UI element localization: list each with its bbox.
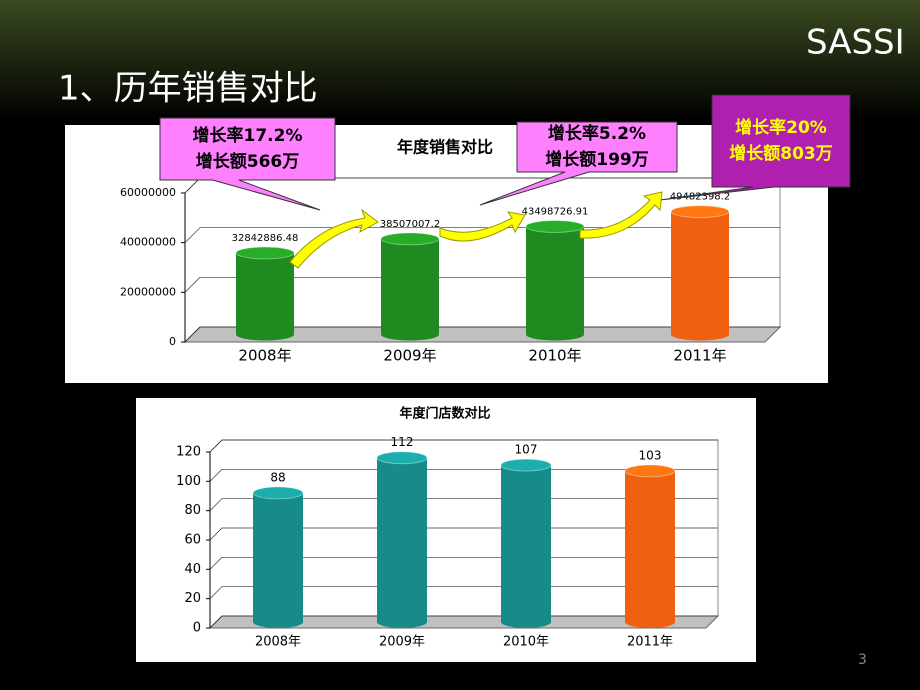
x-tick-label: 2009年: [383, 347, 436, 365]
value-label: 112: [391, 435, 414, 449]
x-tick-label: 2011年: [673, 347, 726, 365]
callout-text: 增长率5.2%: [548, 123, 646, 144]
value-label: 32842886.48: [232, 233, 299, 244]
x-tick-label: 2010年: [528, 347, 581, 365]
slide-title: 1、历年销售对比: [58, 69, 318, 109]
y-tick-label: 100: [176, 474, 201, 489]
y-tick-label: 80: [184, 503, 201, 518]
grid-line: [209, 586, 718, 599]
bar: [377, 457, 427, 622]
chart-title: 年度门店数对比: [399, 406, 490, 422]
grid-line: [184, 227, 780, 243]
bar: [625, 470, 675, 622]
y-tick-label: 120: [176, 445, 201, 460]
y-tick-label: 20000000: [120, 285, 176, 298]
grid-line: [209, 615, 718, 629]
x-tick-label: 2010年: [503, 635, 549, 650]
grid-line: [184, 326, 780, 343]
callout-box: [659, 94, 851, 201]
cylinder-top: [500, 458, 552, 472]
callout-box: [479, 121, 678, 206]
x-tick-label: 2009年: [379, 635, 425, 650]
cylinder-top: [525, 219, 585, 233]
bar: [671, 211, 729, 335]
grid-line: [209, 527, 718, 541]
callout-text: 增长额803万: [729, 143, 833, 164]
bar: [381, 238, 439, 335]
brand: SASSI: [806, 23, 905, 63]
y-tick-label: 60000000: [120, 186, 176, 199]
grid-line: [184, 276, 780, 293]
callout-text: 增长率17.2%: [193, 125, 303, 146]
callout-box: [159, 117, 336, 211]
cylinder-top: [376, 451, 428, 465]
x-tick-label: 2008年: [255, 635, 301, 650]
callout-text: 增长额566万: [196, 151, 300, 172]
arrow: [439, 211, 526, 242]
cylinder-top: [624, 464, 676, 478]
y-tick-label: 40000000: [120, 236, 176, 249]
value-label: 43498726.91: [522, 206, 589, 217]
cylinder-top: [380, 232, 440, 246]
x-tick-label: 2008年: [238, 347, 291, 365]
y-tick-label: 20: [184, 591, 201, 606]
x-tick-label: 2011年: [627, 635, 673, 650]
arrow: [579, 191, 663, 239]
cylinder-top: [670, 205, 730, 219]
grid-line: [209, 439, 718, 453]
arrow: [289, 208, 379, 269]
chart-title: 年度销售对比: [397, 138, 493, 157]
growth-arrows: [289, 191, 663, 269]
bar: [253, 492, 303, 622]
y-tick-label: 0: [169, 335, 176, 348]
cylinder-top: [252, 486, 304, 500]
bar: [526, 226, 584, 335]
value-label: 38507007.2: [380, 219, 440, 230]
grid-line: [209, 498, 718, 511]
y-tick-label: 40: [184, 562, 201, 577]
page-number: 3: [858, 652, 867, 668]
value-label: 103: [639, 448, 662, 462]
value-label: 107: [515, 443, 538, 457]
y-tick-label: 60: [184, 533, 201, 548]
cylinder-top: [235, 246, 295, 260]
callout-text: 增长率20%: [735, 117, 827, 138]
bar: [501, 465, 551, 622]
grid-line: [209, 468, 718, 482]
grid-line: [209, 556, 718, 570]
value-label: 49482398.2: [670, 192, 730, 203]
y-tick-label: 0: [193, 621, 201, 636]
bar: [236, 252, 294, 335]
value-label: 88: [270, 470, 285, 484]
callout-text: 增长额199万: [545, 149, 649, 170]
